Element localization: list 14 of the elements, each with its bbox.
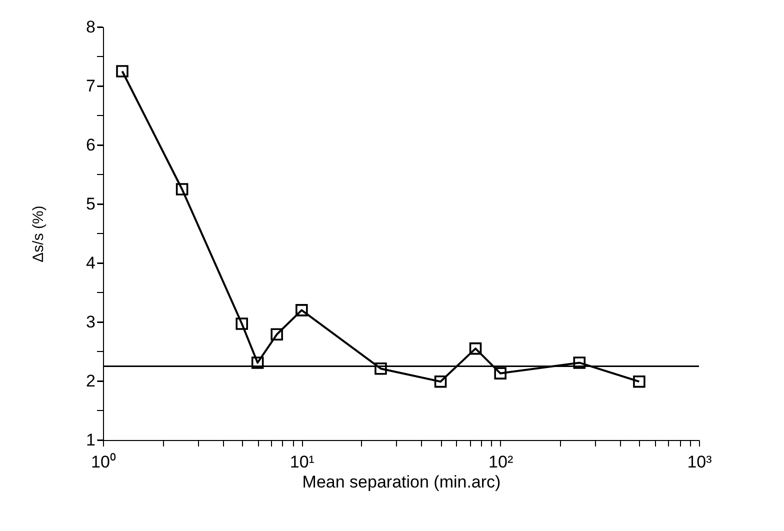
x-tick-label: 10⁰ <box>91 452 116 472</box>
y-tick-label: 1 <box>86 430 96 450</box>
y-tick-label: 8 <box>86 18 96 36</box>
x-axis-title: Mean separation (min.arc) <box>302 472 501 492</box>
x-tick-label: 10¹ <box>290 452 315 472</box>
y-tick-label: 6 <box>86 136 96 154</box>
y-axis-title: Δs/s (%) <box>30 206 48 262</box>
y-tick-label: 7 <box>86 76 96 96</box>
y-tick-label: 4 <box>86 254 96 272</box>
y-tick-label: 2 <box>86 372 96 390</box>
y-tick-label: 3 <box>86 312 96 332</box>
x-tick-label: 10² <box>488 452 514 472</box>
y-tick-label: 5 <box>86 194 96 214</box>
x-tick-label: 10³ <box>687 452 712 472</box>
